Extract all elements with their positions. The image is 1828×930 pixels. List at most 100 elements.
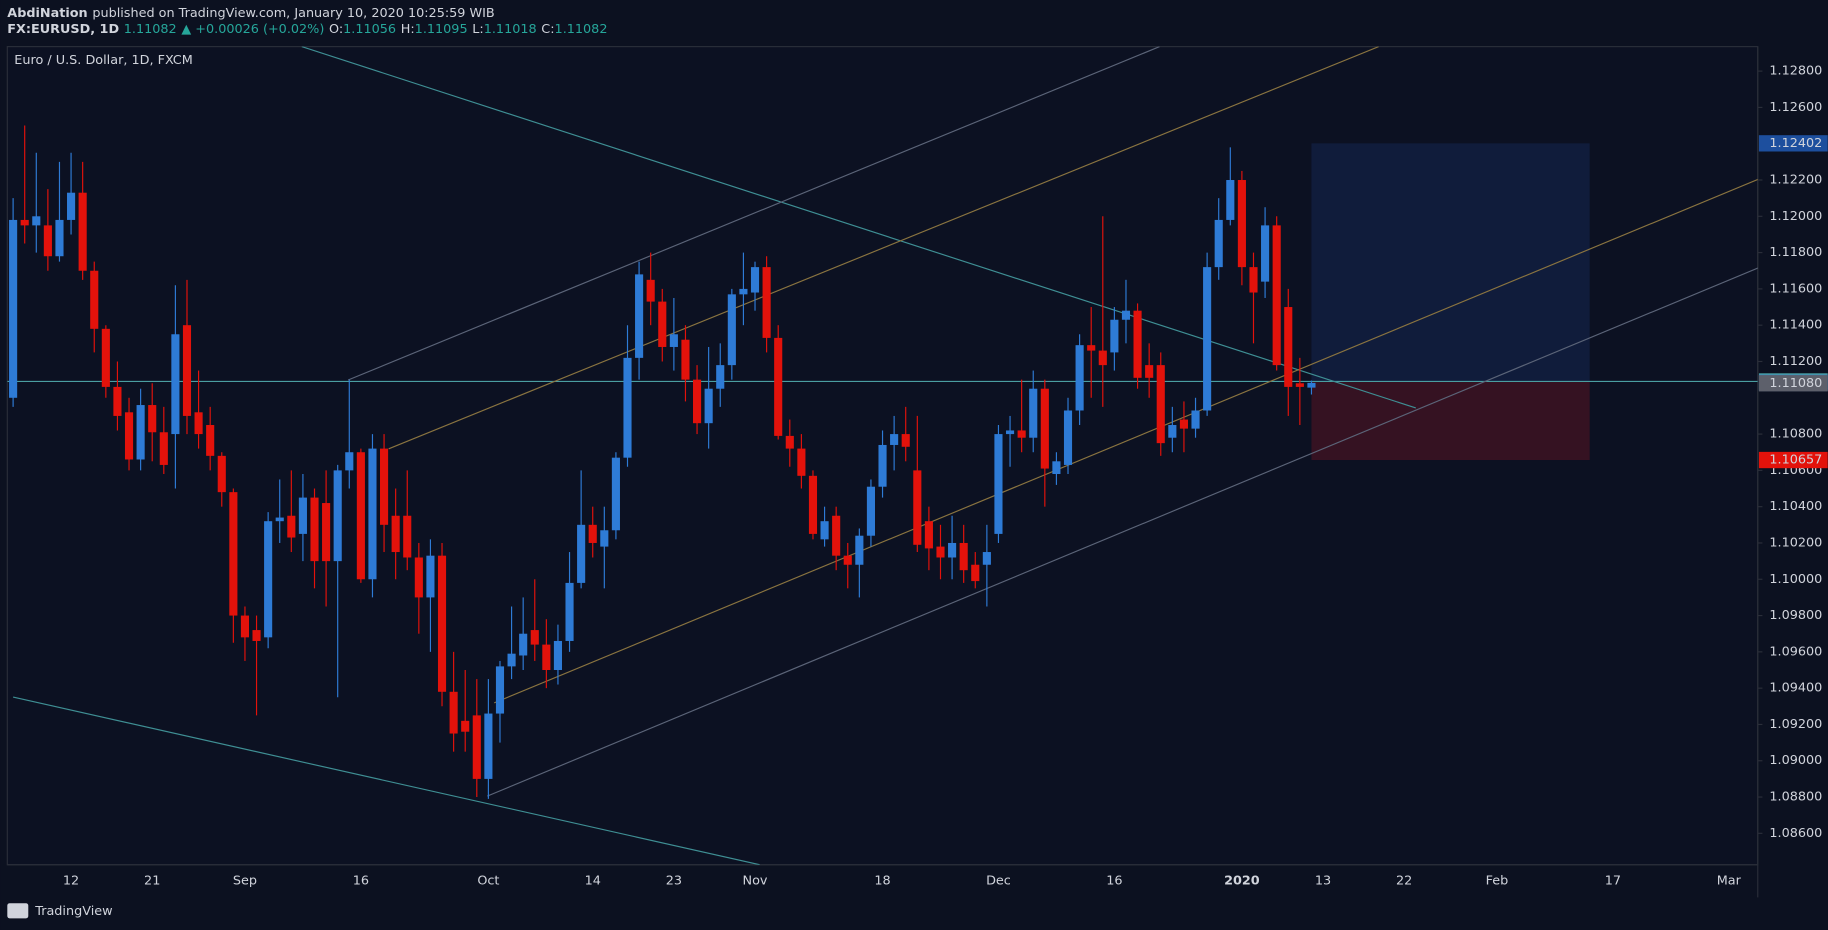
trend-line xyxy=(493,178,1758,704)
y-tick-label: 1.09200 xyxy=(1769,717,1822,732)
y-tick-label: 1.08800 xyxy=(1769,790,1822,805)
candle-body xyxy=(832,515,841,556)
candle-body xyxy=(472,715,481,779)
trend-line xyxy=(301,46,1416,409)
candle-body xyxy=(507,653,516,667)
candle-body xyxy=(658,301,667,347)
candle-body xyxy=(414,557,423,598)
axes: 1.12800 1.12600 1.12200 1.12000 1.11800 1.116… xyxy=(63,64,1828,889)
candle-body xyxy=(298,497,307,534)
y-tick-label: 1.11200 xyxy=(1769,354,1822,369)
x-tick-label: 18 xyxy=(874,874,890,889)
logo xyxy=(7,903,29,919)
candle-body xyxy=(9,219,18,398)
ohlc-key: H: xyxy=(401,22,415,37)
x-tick-label: 14 xyxy=(585,874,601,889)
x-tick-label: 2020 xyxy=(1224,874,1260,889)
candle-body xyxy=(855,535,864,565)
y-tick-label: 1.12000 xyxy=(1769,209,1822,224)
author: AbdiNation xyxy=(7,5,87,20)
y-tick-label: 1.12200 xyxy=(1769,173,1822,188)
candle-body xyxy=(623,357,632,458)
x-tick-label: 17 xyxy=(1605,874,1621,889)
price-tag-label: 1.10657 xyxy=(1769,453,1822,468)
x-tick-label: Nov xyxy=(743,874,768,889)
x-tick-label: Oct xyxy=(477,874,499,889)
candle-body xyxy=(1226,180,1235,220)
candle-body xyxy=(345,452,354,471)
candle-body xyxy=(1005,430,1015,435)
candle-body xyxy=(727,294,736,366)
candle-body xyxy=(750,267,760,293)
y-tick-label: 1.09000 xyxy=(1769,753,1822,768)
trend-line xyxy=(487,267,1758,797)
candle-body xyxy=(1087,345,1096,351)
candle-body xyxy=(611,457,620,531)
ohlc-value: 1.11082 xyxy=(555,22,608,37)
candle-body xyxy=(437,555,447,692)
candle-body xyxy=(1203,267,1212,411)
candle-body xyxy=(982,552,991,565)
footer: TradingView xyxy=(7,903,113,919)
x-tick-label: Mar xyxy=(1717,874,1742,889)
x-tick-label: 16 xyxy=(1106,874,1122,889)
candle-body xyxy=(1156,365,1165,444)
candle-body xyxy=(136,405,145,460)
candle-body xyxy=(843,555,852,565)
candle-body xyxy=(287,515,296,538)
candle-body xyxy=(252,630,261,641)
y-tick-label: 1.10200 xyxy=(1769,535,1822,550)
ohlc-key: C: xyxy=(541,22,554,37)
candle-body xyxy=(182,325,192,416)
candle-body xyxy=(1133,310,1142,378)
candle-body xyxy=(55,219,64,257)
candle-body xyxy=(577,524,586,583)
candle-body xyxy=(901,434,910,447)
candle-body xyxy=(924,521,933,549)
candle-body xyxy=(1179,419,1188,429)
candle-body xyxy=(229,492,238,616)
y-tick-label: 1.11800 xyxy=(1769,245,1822,260)
candle-body xyxy=(148,405,157,433)
candle-body xyxy=(67,192,76,220)
candle-body xyxy=(913,470,922,545)
candle-body xyxy=(43,225,52,257)
chart-title: Euro / U.S. Dollar, 1D, FXCM xyxy=(14,53,192,68)
candle-body xyxy=(113,386,122,416)
candle-body xyxy=(542,644,551,671)
brand: TradingView xyxy=(34,904,112,919)
x-tick-label: 13 xyxy=(1315,874,1331,889)
candle-body xyxy=(1145,365,1154,378)
candle-body xyxy=(692,379,702,424)
candle-body xyxy=(530,630,539,645)
x-tick-label: Dec xyxy=(986,874,1011,889)
candle-body xyxy=(669,334,678,347)
candle-body xyxy=(739,288,748,295)
candle-body xyxy=(78,192,87,271)
y-tick-label: 1.09800 xyxy=(1769,608,1822,623)
candle-body xyxy=(90,270,99,329)
published: published on TradingView.com, January 10… xyxy=(92,5,494,20)
candle-body xyxy=(20,219,29,226)
candle-body xyxy=(866,486,875,536)
trend-line xyxy=(12,696,760,865)
candle-body xyxy=(890,434,899,445)
candle-body xyxy=(310,497,319,562)
candle-body xyxy=(264,521,273,638)
candle-body xyxy=(1295,383,1304,387)
candle-body xyxy=(797,448,806,476)
y-tick-label: 1.10000 xyxy=(1769,572,1822,587)
candle-body xyxy=(391,515,400,553)
candle-body xyxy=(484,713,493,779)
candle-body xyxy=(356,452,365,580)
candle-body xyxy=(774,337,783,436)
candle-body xyxy=(519,633,528,656)
price-tag xyxy=(1758,375,1828,392)
candle-body xyxy=(820,521,829,540)
y-tick-label: 1.09600 xyxy=(1769,644,1822,659)
y-tick-label: 1.09400 xyxy=(1769,681,1822,696)
candle-body xyxy=(1121,310,1131,320)
candle-body xyxy=(240,615,250,638)
trend-line xyxy=(347,46,1160,381)
ohlc-key: L: xyxy=(472,22,483,37)
